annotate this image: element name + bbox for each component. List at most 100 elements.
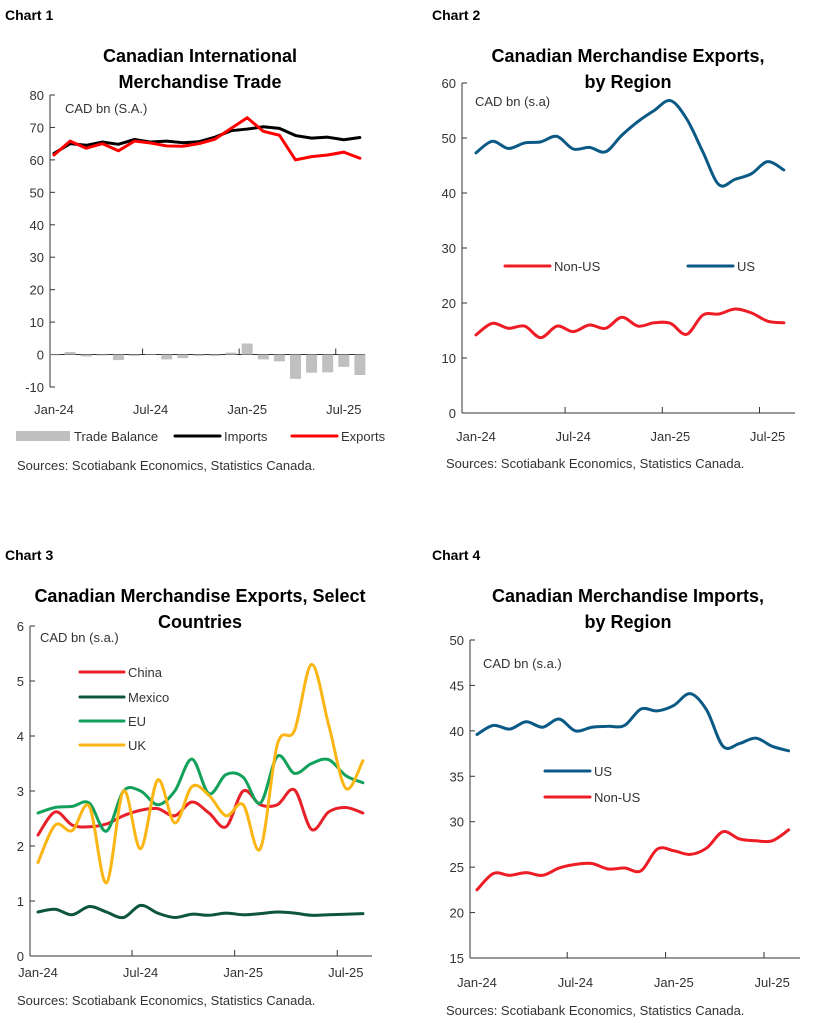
y-tick-label: 0 [449, 406, 456, 421]
chart-number-label: Chart 3 [5, 547, 53, 563]
chart-title: Canadian Merchandise Exports, Select [34, 586, 365, 606]
legend-label: Imports [224, 429, 268, 444]
y-tick-label: -10 [25, 380, 44, 395]
x-tick-label: Jul-24 [133, 402, 168, 417]
x-tick-label: Jul-24 [123, 965, 158, 980]
y-tick-label: 10 [442, 351, 456, 366]
y-tick-label: 1 [17, 894, 24, 909]
bar [112, 354, 124, 361]
series-line [36, 662, 365, 885]
series-line [475, 692, 791, 753]
y-tick-label: 5 [17, 674, 24, 689]
y-tick-label: 6 [17, 619, 24, 634]
chart-title: Canadian International [103, 46, 297, 66]
y-tick-label: 30 [30, 250, 44, 265]
legend-label: Non-US [594, 790, 641, 805]
y-tick-label: 40 [450, 724, 464, 739]
bar [129, 354, 140, 356]
y-tick-label: 70 [30, 120, 44, 135]
bar [225, 352, 237, 355]
series-line [474, 98, 786, 188]
y-tick-label: 30 [442, 241, 456, 256]
y-tick-label: 3 [17, 784, 24, 799]
y-tick-label: 20 [442, 296, 456, 311]
legend-label: Mexico [128, 690, 169, 705]
source-note: Sources: Scotiabank Economics, Statistic… [17, 993, 315, 1008]
x-tick-label: Jan-25 [654, 975, 694, 990]
bar [273, 354, 285, 362]
source-note: Sources: Scotiabank Economics, Statistic… [17, 458, 315, 473]
unit-label: CAD bn (s.a.) [40, 630, 119, 645]
y-tick-label: 40 [30, 218, 44, 233]
source-note: Sources: Scotiabank Economics, Statistic… [446, 456, 744, 471]
x-tick-label: Jul-25 [750, 429, 785, 444]
source-note: Sources: Scotiabank Economics, Statistic… [446, 1003, 744, 1018]
legend-item: Imports [173, 429, 268, 444]
chart-number-label: Chart 1 [5, 7, 53, 23]
bar [354, 354, 366, 375]
y-tick-label: 50 [30, 185, 44, 200]
x-tick-label: Jul-25 [754, 975, 789, 990]
legend-item: Mexico [78, 690, 169, 705]
unit-label: CAD bn (s.a) [475, 94, 550, 109]
series-mexico [36, 903, 365, 920]
x-tick-label: Jul-24 [555, 429, 590, 444]
series-us [475, 692, 791, 753]
chart-3: Chart 3 Canadian Merchandise Exports, Sel… [5, 547, 372, 1008]
legend-item: China [78, 665, 163, 680]
y-tick-label: 20 [450, 906, 464, 921]
bar [290, 354, 301, 379]
series-line [36, 754, 365, 833]
series-uk [36, 662, 365, 885]
legend-label: China [128, 665, 163, 680]
legend-item: US [686, 259, 755, 274]
series-non-us [474, 307, 786, 340]
chart-number-label: Chart 4 [432, 547, 480, 563]
legend-item: EU [78, 714, 146, 729]
y-tick-label: 60 [442, 76, 456, 91]
series-line [36, 903, 365, 920]
chart-1: Chart 1 Canadian International Merchandise… [5, 7, 386, 473]
bar [145, 354, 157, 356]
x-tick-label: Jan-25 [227, 402, 267, 417]
legend-label: Non-US [554, 259, 601, 274]
chart-title: Merchandise Trade [118, 72, 281, 92]
bar [177, 354, 189, 359]
legend-item: US [543, 764, 612, 779]
legend-label: EU [128, 714, 146, 729]
bar [161, 354, 173, 360]
y-tick-label: 0 [37, 348, 44, 363]
y-tick-label: 0 [17, 949, 24, 964]
chart-title: Countries [158, 612, 242, 632]
series-china [36, 787, 365, 837]
bar [322, 354, 334, 373]
chart-title: Canadian Merchandise Exports, [491, 46, 764, 66]
y-tick-label: 25 [450, 860, 464, 875]
bar [257, 354, 269, 360]
bar [306, 354, 318, 373]
y-tick-label: 15 [450, 951, 464, 966]
x-tick-label: Jan-24 [18, 965, 58, 980]
bar [193, 354, 205, 356]
y-tick-label: 20 [30, 283, 44, 298]
y-tick-label: 80 [30, 88, 44, 103]
y-tick-label: 35 [450, 769, 464, 784]
bar [241, 343, 253, 355]
legend-label: US [737, 259, 755, 274]
series-imports [52, 125, 362, 155]
x-tick-label: Jan-24 [456, 429, 496, 444]
chart-4: Chart 4 Canadian Merchandise Imports, by R… [432, 547, 800, 1018]
y-tick-label: 45 [450, 678, 464, 693]
series-trade-balance [48, 343, 366, 379]
series-exports [52, 116, 362, 162]
series-line [36, 787, 365, 837]
chart-title: Canadian Merchandise Imports, [492, 586, 764, 606]
chart-number-label: Chart 2 [432, 7, 480, 23]
bar [80, 354, 92, 357]
unit-label: CAD bn (S.A.) [65, 101, 147, 116]
y-tick-label: 30 [450, 815, 464, 830]
legend-label: US [594, 764, 612, 779]
series-us [474, 98, 786, 188]
legend-label: Trade Balance [74, 429, 158, 444]
